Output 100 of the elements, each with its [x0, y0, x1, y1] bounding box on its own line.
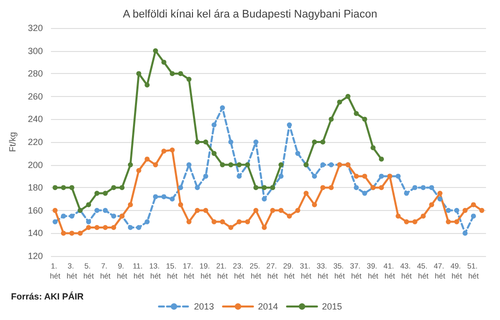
point [479, 208, 484, 213]
legend-label: 2013 [194, 302, 214, 312]
point [328, 185, 334, 190]
y-tick-label: 200 [28, 160, 43, 170]
point [69, 230, 74, 236]
point [94, 225, 100, 230]
point [262, 196, 267, 202]
point [270, 208, 276, 213]
point [437, 196, 442, 202]
point [320, 140, 326, 144]
point [111, 225, 116, 230]
point [462, 208, 468, 213]
point [362, 116, 368, 122]
point [404, 219, 410, 224]
point [312, 140, 317, 144]
point [161, 60, 166, 65]
point [203, 208, 208, 213]
point [245, 219, 250, 224]
point [312, 202, 317, 208]
point [462, 230, 468, 236]
point [362, 190, 368, 196]
point [136, 168, 142, 173]
point [186, 162, 192, 168]
point [161, 194, 166, 200]
point [354, 174, 359, 179]
point [144, 219, 150, 224]
point [153, 194, 158, 200]
point [94, 208, 100, 213]
legend-label: 2014 [258, 302, 278, 312]
point [52, 219, 58, 224]
point [194, 140, 200, 144]
point [52, 185, 58, 190]
point [153, 48, 158, 54]
point [446, 219, 451, 224]
point [78, 230, 83, 236]
point [111, 214, 116, 219]
legend-label: 2015 [322, 302, 342, 312]
point [194, 208, 200, 213]
chart-title: A belföldi kínai kel ára a Budapesti Nagybani Piacon [122, 8, 378, 20]
point [320, 162, 326, 168]
point [236, 219, 242, 224]
point [378, 156, 384, 162]
point [320, 185, 326, 190]
point [94, 190, 100, 196]
y-tick-label: 320 [28, 23, 43, 33]
point [253, 140, 258, 144]
point [212, 219, 217, 224]
point [378, 185, 384, 190]
point [328, 162, 334, 168]
point [295, 208, 300, 213]
point [186, 76, 192, 82]
point [144, 156, 150, 162]
point [178, 185, 184, 190]
point [170, 196, 175, 202]
point [437, 190, 442, 196]
point [312, 174, 317, 179]
y-tick-label: 120 [28, 251, 43, 261]
point [470, 214, 476, 219]
point [412, 219, 418, 224]
point [144, 82, 150, 88]
point [220, 162, 225, 168]
point [136, 71, 142, 76]
point [228, 162, 234, 168]
point [429, 185, 434, 190]
point [161, 148, 166, 154]
point [212, 150, 217, 156]
point [128, 202, 133, 208]
point [337, 100, 342, 105]
point [328, 116, 334, 122]
point [60, 214, 66, 219]
point [378, 174, 384, 179]
point [446, 208, 451, 213]
point [203, 174, 208, 179]
point [60, 230, 66, 236]
point [203, 140, 208, 144]
point [278, 162, 284, 168]
y-tick-label: 300 [28, 46, 43, 56]
point [354, 185, 359, 190]
point [278, 174, 284, 179]
y-tick-label: 260 [28, 91, 43, 102]
point [69, 214, 74, 219]
point [86, 225, 92, 230]
point [429, 202, 434, 208]
point [253, 208, 258, 213]
point [262, 225, 267, 230]
point [69, 185, 74, 190]
point [178, 202, 184, 208]
point [128, 162, 133, 168]
point [236, 174, 242, 179]
point [420, 214, 426, 219]
point [220, 105, 225, 110]
point [178, 71, 184, 76]
point [102, 208, 108, 213]
point [370, 145, 376, 150]
point [304, 190, 309, 196]
y-tick-label: 160 [28, 205, 43, 216]
y-tick-label: 180 [28, 182, 43, 193]
point [412, 185, 418, 190]
point [102, 190, 108, 196]
y-tick-label: 240 [28, 114, 43, 124]
